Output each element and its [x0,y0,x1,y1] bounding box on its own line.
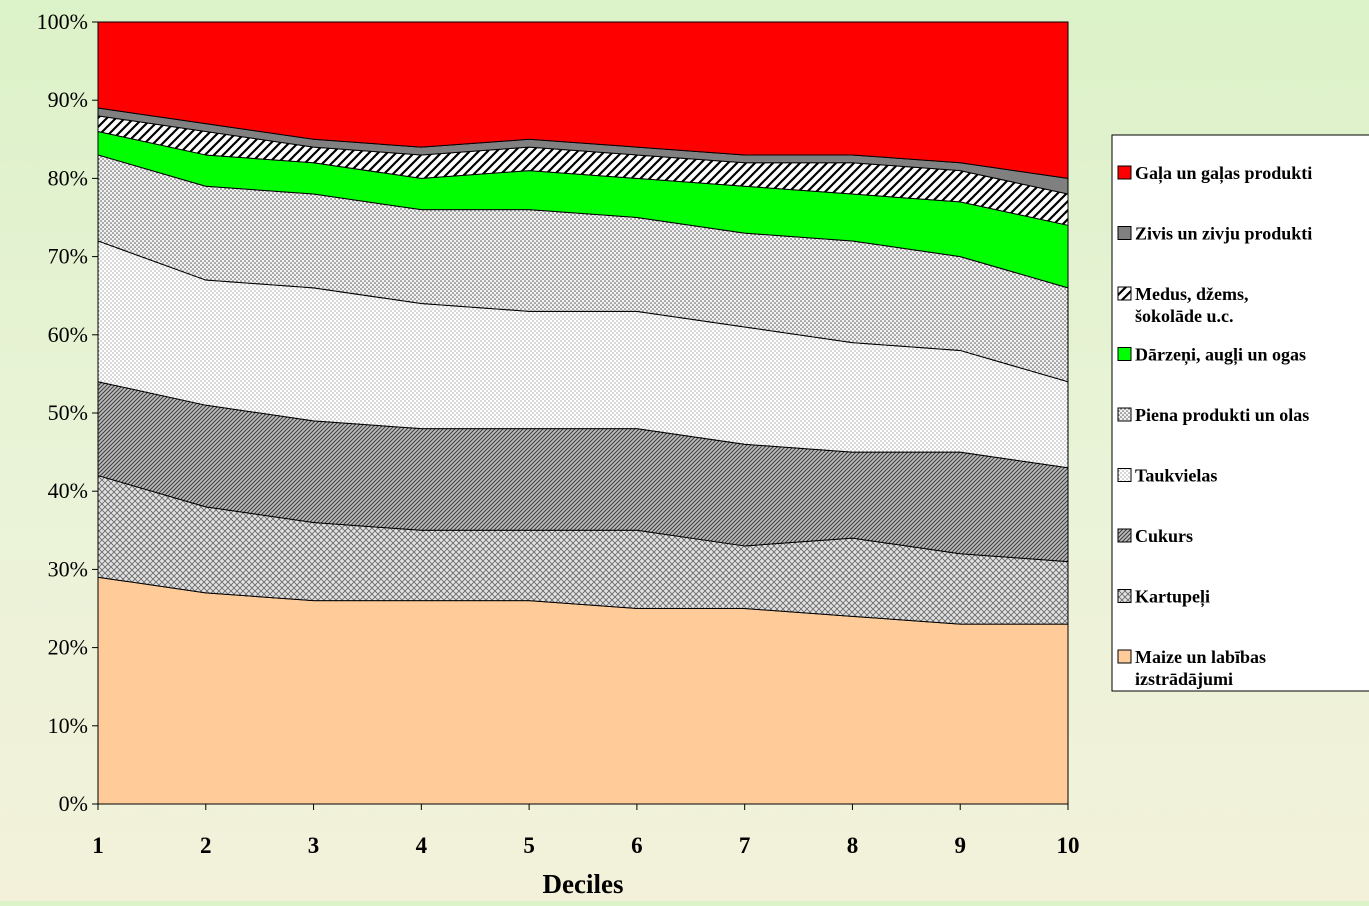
legend-swatch [1117,649,1132,664]
y-tick-label: 20% [48,635,88,660]
y-tick-label: 100% [37,9,88,34]
y-tick-label: 10% [48,713,88,738]
y-tick-label: 30% [48,556,88,581]
legend-swatch [1117,407,1132,422]
x-tick-label: 2 [200,833,212,858]
legend-label: Gaļa un gaļas produkti [1135,163,1312,184]
y-tick-label: 90% [48,87,88,112]
y-tick-label: 60% [48,322,88,347]
x-tick-label: 9 [954,833,966,858]
legend-swatch [1117,528,1132,543]
legend-swatch [1117,347,1132,361]
legend-label: Zivis un zivju produkti [1135,224,1312,244]
y-tick-label: 0% [59,791,88,816]
y-tick-label: 40% [48,478,88,503]
legend-swatch [1117,468,1132,482]
x-tick-label: 5 [523,833,535,858]
x-tick-label: 6 [631,833,643,858]
x-tick-label: 4 [416,833,428,858]
legend-label: Medus, džems, šokolāde u.c. [1135,284,1249,326]
area-series-9 [97,21,1069,179]
legend-label: Piena produkti un olas [1135,405,1309,425]
y-tick-label: 80% [48,165,88,190]
legend-label: Maize un labības izstrādājumi [1135,647,1266,689]
x-axis-title: Deciles [543,869,624,899]
legend-label: Cukurs [1135,526,1193,546]
legend: Gaļa un gaļas produkti Zivis un zivju pro… [1111,134,1369,692]
legend-label: Taukvielas [1135,466,1217,486]
axes: 0% 10% 20% 30% 40% 50% 60% 70% 80% 90% 100% 1 2 3 4 5 6 7… [37,9,1080,858]
legend-swatch [1117,165,1132,180]
legend-label: Dārzeņi, augļi un ogas [1135,345,1306,366]
legend-swatch [1117,589,1132,603]
x-tick-label: 3 [308,833,320,858]
area-layers [97,21,1069,805]
y-tick-label: 50% [48,400,88,425]
legend-label: Kartupeļi [1135,587,1210,608]
x-tick-label: 10 [1057,833,1080,858]
x-tick-label: 7 [739,833,751,858]
y-tick-label: 70% [48,244,88,269]
x-tick-label: 1 [92,833,104,858]
x-tick-label: 8 [847,833,859,858]
legend-box [1111,134,1369,692]
legend-swatch [1117,286,1132,301]
legend-swatch [1117,226,1132,240]
